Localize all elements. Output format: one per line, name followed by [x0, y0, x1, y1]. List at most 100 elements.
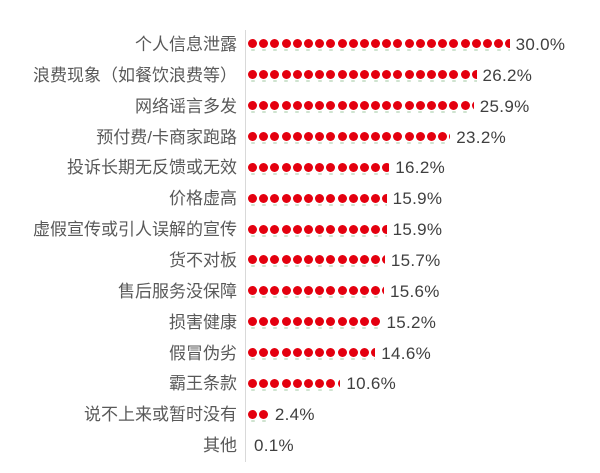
- pictogram-pin: [315, 286, 326, 299]
- pictogram-pin: [371, 39, 382, 52]
- pin-stem-icon: [250, 203, 255, 206]
- pictogram-pin: [359, 101, 371, 114]
- pictogram-pin: [382, 286, 384, 298]
- pin-stem-icon: [250, 142, 255, 144]
- pin-dot-icon: [371, 39, 381, 49]
- pin-stem-icon: [261, 358, 266, 361]
- pin-dot-icon: [259, 348, 269, 358]
- pin-dot-icon: [259, 193, 269, 203]
- pin-stem-icon: [250, 234, 255, 237]
- pin-dot-icon: [348, 101, 358, 111]
- pictogram-pin: [259, 224, 270, 237]
- pin-dot-icon: [326, 193, 336, 203]
- pin-dot-icon: [404, 70, 414, 80]
- pictogram-pin: [326, 39, 337, 52]
- pin-stem-icon: [351, 327, 356, 330]
- pin-dot-icon: [315, 317, 325, 327]
- pin-dot-icon: [315, 224, 325, 234]
- value-label: 15.6%: [390, 281, 440, 301]
- pin-stem-icon: [328, 327, 333, 330]
- pin-stem-icon: [407, 49, 412, 52]
- pictogram-pin: [348, 39, 360, 52]
- pin-dot-icon: [371, 317, 381, 327]
- pin-stem-icon: [261, 388, 266, 391]
- pictogram-pin: [315, 101, 326, 114]
- plot-area: 10.6%: [245, 369, 600, 401]
- pin-dot-icon: [393, 70, 403, 80]
- pin-dot-icon: [415, 101, 425, 111]
- pin-dot-icon: [292, 348, 302, 358]
- chart-row: 损害健康 15.2%: [0, 307, 600, 339]
- value-label: 2.4%: [274, 405, 315, 425]
- pictogram-pin: [326, 286, 337, 299]
- pin-stem-icon: [306, 265, 311, 268]
- pin-dot-icon: [438, 39, 448, 49]
- pin-dot-icon: [404, 101, 414, 111]
- value-label: 23.2%: [456, 127, 506, 147]
- pin-stem-icon: [351, 80, 356, 83]
- pin-dot-icon: [326, 378, 336, 388]
- pin-stem-icon: [261, 265, 266, 268]
- pin-dot-icon: [393, 39, 403, 49]
- pin-stem-icon: [451, 111, 456, 114]
- pin-stem-icon: [306, 234, 311, 237]
- pin-dot-icon: [348, 132, 358, 141]
- category-label: 浪费现象（如餐饮浪费等）: [33, 65, 237, 85]
- pin-stem-icon: [429, 142, 434, 144]
- pin-stem-icon: [362, 142, 367, 144]
- pictogram-pin: [359, 255, 371, 268]
- pin-stem-icon: [463, 111, 468, 114]
- pictogram-pin: [404, 101, 416, 114]
- pin-dot-icon: [382, 193, 387, 203]
- pictogram-pin: [259, 317, 270, 330]
- pin-stem-icon: [295, 172, 300, 175]
- plot-area: 25.9%: [245, 91, 600, 123]
- bar-track: [248, 162, 390, 175]
- pin-stem-icon: [328, 111, 333, 114]
- chart-row: 其他 0.1%: [0, 431, 600, 463]
- pictogram-pin: [315, 378, 326, 391]
- pin-stem-icon: [284, 49, 289, 52]
- pictogram-pin: [382, 193, 387, 206]
- pin-stem-icon: [295, 203, 300, 206]
- pin-dot-icon: [326, 70, 336, 80]
- pin-dot-icon: [348, 70, 358, 80]
- pin-stem-icon: [395, 49, 400, 52]
- pictogram-pin: [393, 70, 404, 83]
- pin-stem-icon: [284, 203, 289, 206]
- bar-track: [248, 101, 474, 114]
- pin-dot-icon: [259, 224, 269, 234]
- pictogram-pin: [359, 39, 371, 52]
- pictogram-pin: [337, 70, 349, 83]
- pin-dot-icon: [270, 348, 280, 358]
- pin-stem-icon: [362, 265, 367, 268]
- pin-dot-icon: [259, 101, 269, 111]
- pictogram-pin: [371, 286, 382, 299]
- pin-stem-icon: [317, 80, 322, 83]
- pictogram-pin: [337, 348, 349, 361]
- pin-stem-icon: [463, 80, 468, 83]
- pictogram-pin: [359, 224, 371, 237]
- pictogram-pin: [281, 39, 293, 52]
- pin-stem-icon: [418, 142, 423, 144]
- pictogram-pin: [326, 162, 337, 175]
- pin-stem-icon: [362, 203, 367, 206]
- pictogram-pin: [348, 193, 360, 206]
- pictogram-pin: [303, 286, 315, 299]
- pictogram-pin: [337, 378, 341, 391]
- category-label: 投诉长期无反馈或无效: [67, 158, 237, 178]
- pictogram-pin: [348, 101, 360, 114]
- pin-stem-icon: [373, 203, 378, 206]
- pin-stem-icon: [507, 49, 510, 52]
- pin-dot-icon: [292, 101, 302, 111]
- pin-dot-icon: [248, 286, 257, 296]
- pictogram-pin: [315, 317, 326, 330]
- pictogram-pin: [382, 132, 393, 144]
- pictogram-pin: [270, 317, 281, 330]
- chart-row: 货不对板 15.7%: [0, 246, 600, 277]
- pictogram-pin: [292, 224, 304, 237]
- pin-stem-icon: [351, 172, 356, 175]
- pin-dot-icon: [281, 70, 291, 80]
- value-label: 0.1%: [254, 436, 294, 456]
- pictogram-pin: [303, 70, 315, 83]
